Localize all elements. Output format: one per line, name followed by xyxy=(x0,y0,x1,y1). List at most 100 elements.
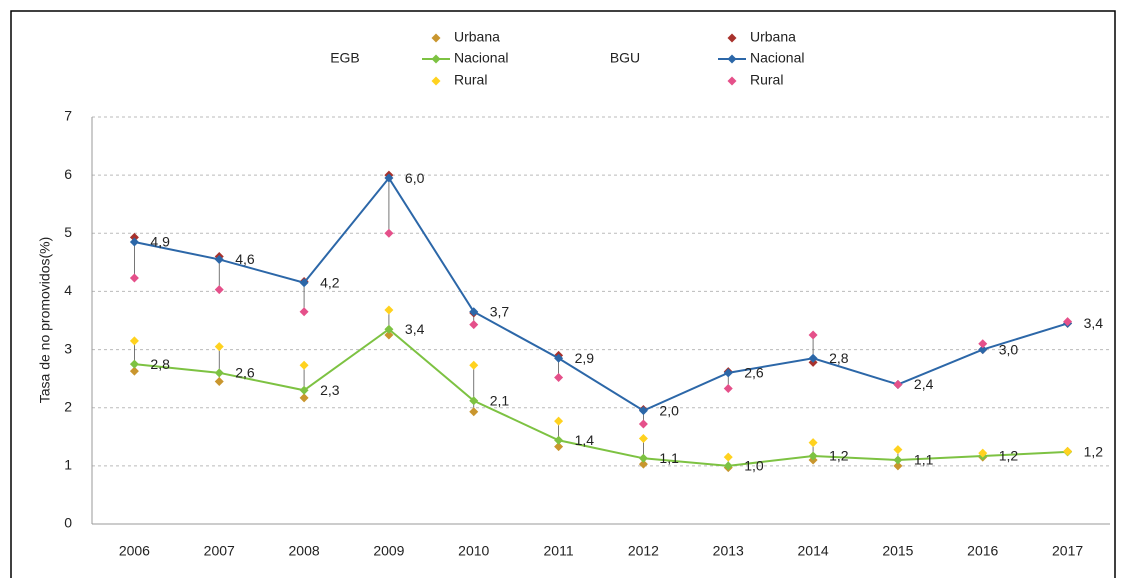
marker xyxy=(129,336,139,346)
series-line xyxy=(134,176,1068,412)
marker xyxy=(638,419,648,429)
frame xyxy=(10,10,1116,583)
data-label: 1,4 xyxy=(575,432,595,448)
data-label: 3,4 xyxy=(405,321,425,337)
legend-label: Rural xyxy=(454,72,487,88)
marker xyxy=(893,379,903,389)
marker xyxy=(384,173,394,183)
x-tick-label: 2011 xyxy=(544,543,574,559)
legend-marker xyxy=(431,76,441,86)
marker xyxy=(554,353,564,363)
marker xyxy=(554,372,564,382)
legend-marker xyxy=(727,76,737,86)
data-label: 6,0 xyxy=(405,170,425,186)
y-tick-label: 6 xyxy=(64,166,72,182)
marker xyxy=(893,461,903,471)
data-label: 3,0 xyxy=(999,341,1019,357)
marker xyxy=(978,345,988,355)
marker xyxy=(723,384,733,394)
marker xyxy=(384,228,394,238)
marker xyxy=(808,451,818,461)
data-label: 2,6 xyxy=(744,365,764,381)
marker xyxy=(978,339,988,349)
x-tick-label: 2014 xyxy=(798,543,829,559)
data-label: 4,6 xyxy=(235,251,255,267)
y-tick-label: 0 xyxy=(64,515,72,531)
marker xyxy=(808,353,818,363)
x-tick-label: 2009 xyxy=(373,543,404,559)
data-label: 1,2 xyxy=(1084,444,1104,460)
marker xyxy=(469,307,479,317)
marker xyxy=(638,459,648,469)
marker xyxy=(129,366,139,376)
marker xyxy=(893,455,903,465)
y-tick-label: 7 xyxy=(64,108,72,124)
marker xyxy=(214,254,224,264)
marker xyxy=(214,342,224,352)
data-label: 1,2 xyxy=(829,448,849,464)
data-label: 2,0 xyxy=(659,402,679,418)
marker xyxy=(214,377,224,387)
marker xyxy=(299,385,309,395)
marker xyxy=(1063,446,1073,456)
marker xyxy=(723,452,733,462)
marker xyxy=(1063,317,1073,327)
legend-marker xyxy=(431,33,441,43)
marker xyxy=(723,368,733,378)
legend-marker xyxy=(431,54,441,64)
data-label: 2,4 xyxy=(914,376,934,392)
marker xyxy=(299,393,309,403)
data-label: 2,6 xyxy=(235,365,255,381)
marker xyxy=(384,324,394,334)
marker xyxy=(469,360,479,370)
x-tick-label: 2008 xyxy=(289,543,320,559)
x-tick-label: 2006 xyxy=(119,543,150,559)
x-tick-label: 2017 xyxy=(1052,543,1083,559)
y-tick-label: 2 xyxy=(64,398,72,414)
y-axis-label: Tasa de no promovidos(%) xyxy=(37,237,53,404)
legend-label: Nacional xyxy=(750,50,804,66)
marker xyxy=(638,434,648,444)
marker xyxy=(299,307,309,317)
marker xyxy=(723,461,733,471)
marker xyxy=(638,453,648,463)
data-label: 1,1 xyxy=(659,450,679,466)
marker xyxy=(299,278,309,288)
marker xyxy=(978,448,988,458)
data-label: 4,9 xyxy=(150,234,170,250)
data-label: 4,2 xyxy=(320,274,340,290)
series-line xyxy=(134,327,1068,467)
marker xyxy=(384,305,394,315)
marker xyxy=(554,435,564,445)
marker xyxy=(384,330,394,340)
data-label: 1,1 xyxy=(914,452,934,468)
marker xyxy=(129,237,139,247)
marker xyxy=(469,407,479,417)
y-tick-label: 5 xyxy=(64,224,72,240)
legend-group: EGB xyxy=(330,50,360,66)
marker xyxy=(638,406,648,416)
legend-label: Urbana xyxy=(454,29,500,45)
marker xyxy=(129,232,139,242)
data-label: 2,3 xyxy=(320,382,340,398)
data-label: 2,1 xyxy=(490,392,510,408)
marker xyxy=(129,273,139,283)
y-tick-label: 3 xyxy=(64,340,72,356)
data-label: 1,0 xyxy=(744,458,764,474)
marker xyxy=(299,360,309,370)
y-tick-label: 4 xyxy=(64,282,72,298)
data-label: 3,4 xyxy=(1084,315,1104,331)
x-tick-label: 2013 xyxy=(713,543,744,559)
marker xyxy=(554,416,564,426)
marker xyxy=(129,359,139,369)
x-tick-label: 2012 xyxy=(628,543,659,559)
data-label: 2,9 xyxy=(575,350,595,366)
marker xyxy=(469,320,479,330)
legend-label: Rural xyxy=(750,72,783,88)
x-tick-label: 2007 xyxy=(204,543,235,559)
y-tick-label: 1 xyxy=(64,457,72,473)
marker xyxy=(893,445,903,455)
x-tick-label: 2010 xyxy=(458,543,489,559)
marker xyxy=(808,438,818,448)
